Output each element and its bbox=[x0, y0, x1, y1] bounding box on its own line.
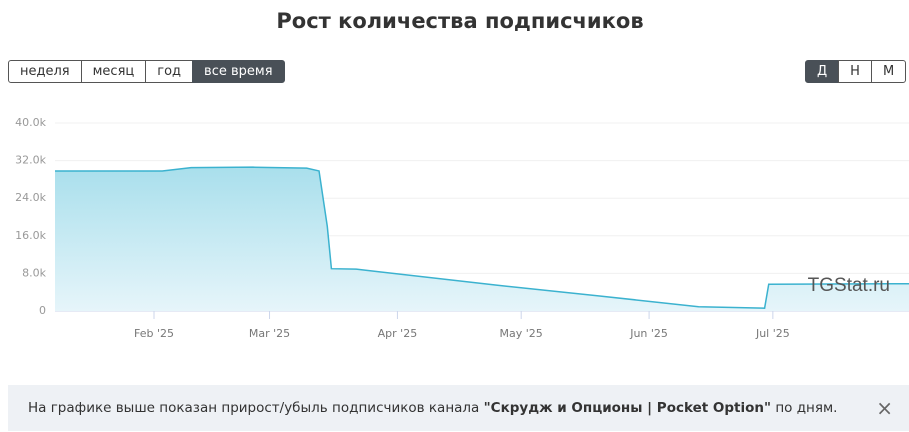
toggle-button[interactable]: Н bbox=[838, 60, 872, 83]
notice-text: На графике выше показан прирост/убыль по… bbox=[28, 400, 484, 416]
x-tick-label: May '25 bbox=[500, 327, 543, 340]
toggle-button[interactable]: месяц bbox=[80, 60, 147, 83]
y-tick-label: 8.0k bbox=[22, 266, 46, 279]
y-tick-label: 40.0k bbox=[15, 116, 46, 129]
line bbox=[55, 166, 909, 309]
notice: На графике выше показан прирост/убыль по… bbox=[8, 385, 909, 431]
channel-name: "Скрудж и Опционы | Pocket Option" bbox=[483, 400, 772, 416]
chart-title: Рост количества подписчиков bbox=[276, 9, 643, 33]
toggle-button[interactable]: неделя bbox=[8, 60, 82, 83]
y-tick-label: 16.0k bbox=[15, 229, 46, 242]
area bbox=[55, 167, 909, 311]
chart: Рост количества подписчиков 0 8.0k 16.0k 24… bbox=[15, 9, 909, 340]
toggle-button[interactable]: год bbox=[145, 60, 194, 83]
y-tick-label: 0 bbox=[39, 304, 46, 317]
range-buttons: неделя месяц год все время bbox=[8, 60, 285, 83]
x-tick-label: Jul '25 bbox=[755, 327, 790, 340]
toggle-button[interactable]: Д bbox=[805, 60, 840, 83]
close-button[interactable]: × bbox=[876, 396, 893, 420]
x-tick-label: Jun '25 bbox=[629, 327, 668, 340]
toggle-button[interactable]: все время bbox=[192, 60, 285, 83]
x-tick-label: Apr '25 bbox=[378, 327, 418, 340]
y-tick-label: 24.0k bbox=[15, 191, 46, 204]
watermark: TGStat.ru bbox=[808, 275, 890, 296]
y-tick-label: 32.0k bbox=[15, 154, 46, 167]
notice-text: по дням. bbox=[771, 400, 838, 416]
x-tick-label: Feb '25 bbox=[134, 327, 174, 340]
x-tick-label: Mar '25 bbox=[249, 327, 290, 340]
toggle-button[interactable]: М bbox=[870, 60, 907, 83]
